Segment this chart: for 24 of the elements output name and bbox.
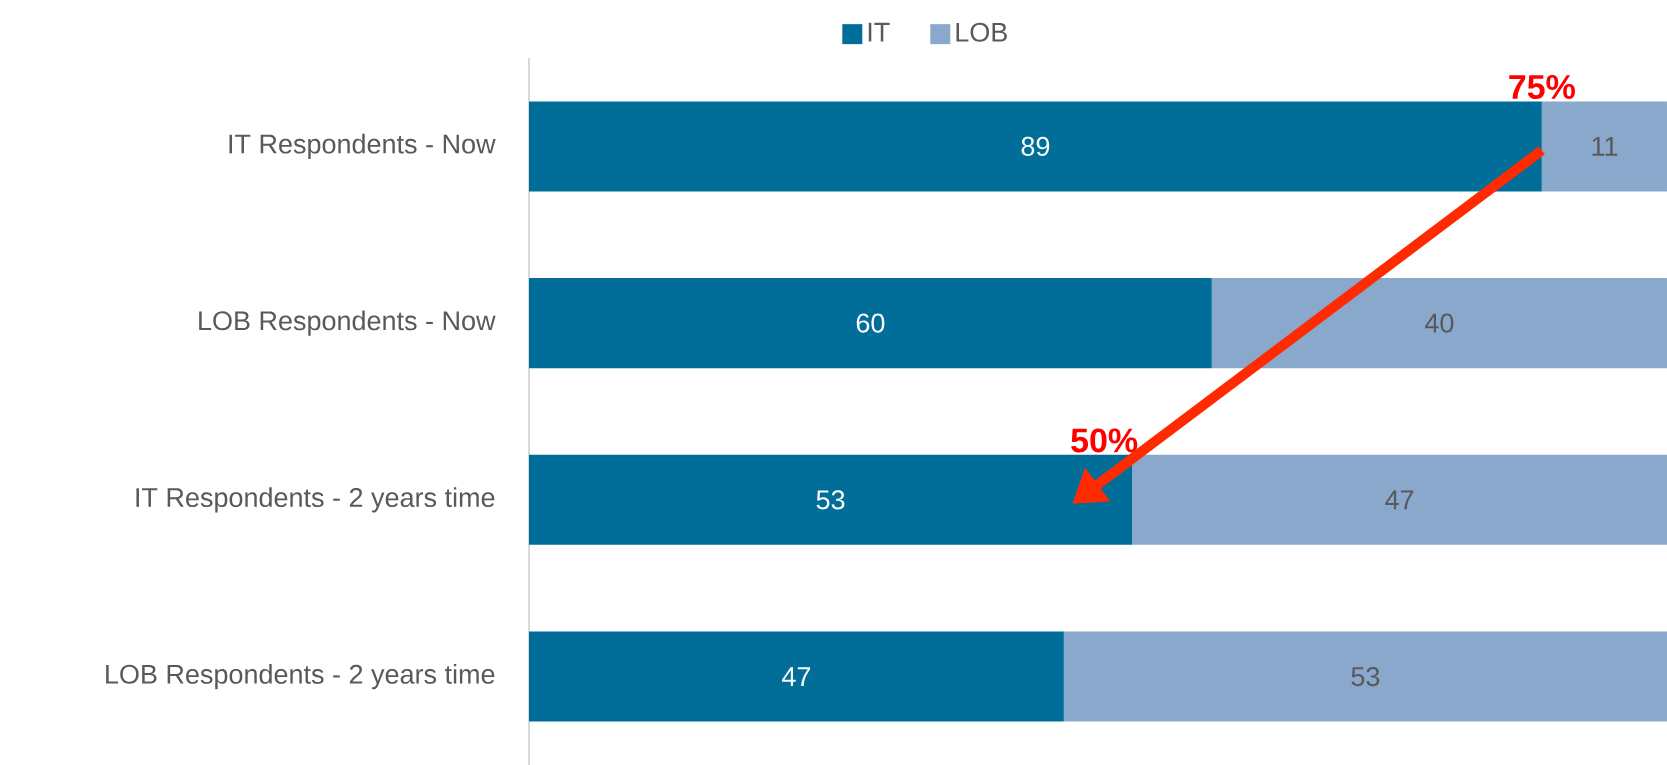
data-label: 89 xyxy=(1021,136,1050,156)
data-label: 40 xyxy=(1425,313,1454,333)
data-label: 47 xyxy=(782,667,811,686)
data-label: 53 xyxy=(1351,667,1380,687)
bar xyxy=(529,631,1064,722)
data-label: 60 xyxy=(856,313,885,333)
data-label: 53 xyxy=(816,490,845,510)
annotation: 75% xyxy=(1509,74,1575,99)
annotation: 50% xyxy=(1071,428,1138,453)
bar xyxy=(1211,278,1667,369)
bar xyxy=(1541,101,1667,192)
data-label: 47 xyxy=(1385,490,1414,510)
y-tick-label: IT Respondents - 2 years time xyxy=(136,487,495,513)
y-tick-label: LOB Respondents - 2 years time xyxy=(106,664,495,690)
bar xyxy=(529,278,1212,369)
legend-label: LOB xyxy=(956,22,1007,42)
legend-label: IT xyxy=(868,22,890,42)
bar xyxy=(529,454,1133,545)
data-label: 11 xyxy=(1592,137,1618,156)
bar xyxy=(529,101,1542,192)
y-tick-label: LOB Respondents - Now xyxy=(199,310,496,336)
bar xyxy=(1132,454,1667,545)
bar xyxy=(1063,631,1667,722)
y-tick-label: IT Respondents - Now xyxy=(229,133,496,159)
